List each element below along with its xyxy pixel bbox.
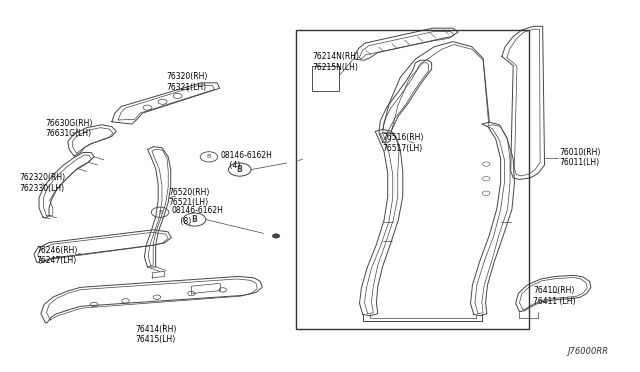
- Text: 76246(RH)
76247(LH): 76246(RH) 76247(LH): [36, 246, 78, 265]
- Text: 08146-6162H
    (4): 08146-6162H (4): [220, 151, 272, 170]
- Text: B: B: [191, 215, 197, 224]
- Text: 76410(RH)
76411 (LH): 76410(RH) 76411 (LH): [533, 286, 576, 306]
- Text: 76630G(RH)
76631G(LH): 76630G(RH) 76631G(LH): [45, 119, 93, 138]
- Circle shape: [273, 234, 280, 238]
- Text: 76516(RH)
76517(LH): 76516(RH) 76517(LH): [383, 133, 424, 153]
- Text: B: B: [236, 165, 242, 174]
- Text: B: B: [158, 210, 162, 215]
- Bar: [312, 66, 339, 91]
- Text: B: B: [207, 154, 211, 159]
- Text: 76414(RH)
76415(LH): 76414(RH) 76415(LH): [135, 325, 177, 344]
- Text: 76010(RH)
76011(LH): 76010(RH) 76011(LH): [559, 148, 601, 167]
- Text: 08146-6162H
    (8): 08146-6162H (8): [172, 206, 223, 225]
- Text: 76214N(RH)
76215N(LH): 76214N(RH) 76215N(LH): [312, 52, 360, 72]
- Text: 76520(RH)
76521(LH): 76520(RH) 76521(LH): [168, 188, 209, 207]
- Text: 76320(RH)
76321(LH): 76320(RH) 76321(LH): [166, 73, 208, 92]
- Bar: [296, 30, 529, 329]
- Text: J76000RR: J76000RR: [568, 347, 609, 356]
- Text: 762320(RH)
762330(LH): 762320(RH) 762330(LH): [19, 173, 65, 193]
